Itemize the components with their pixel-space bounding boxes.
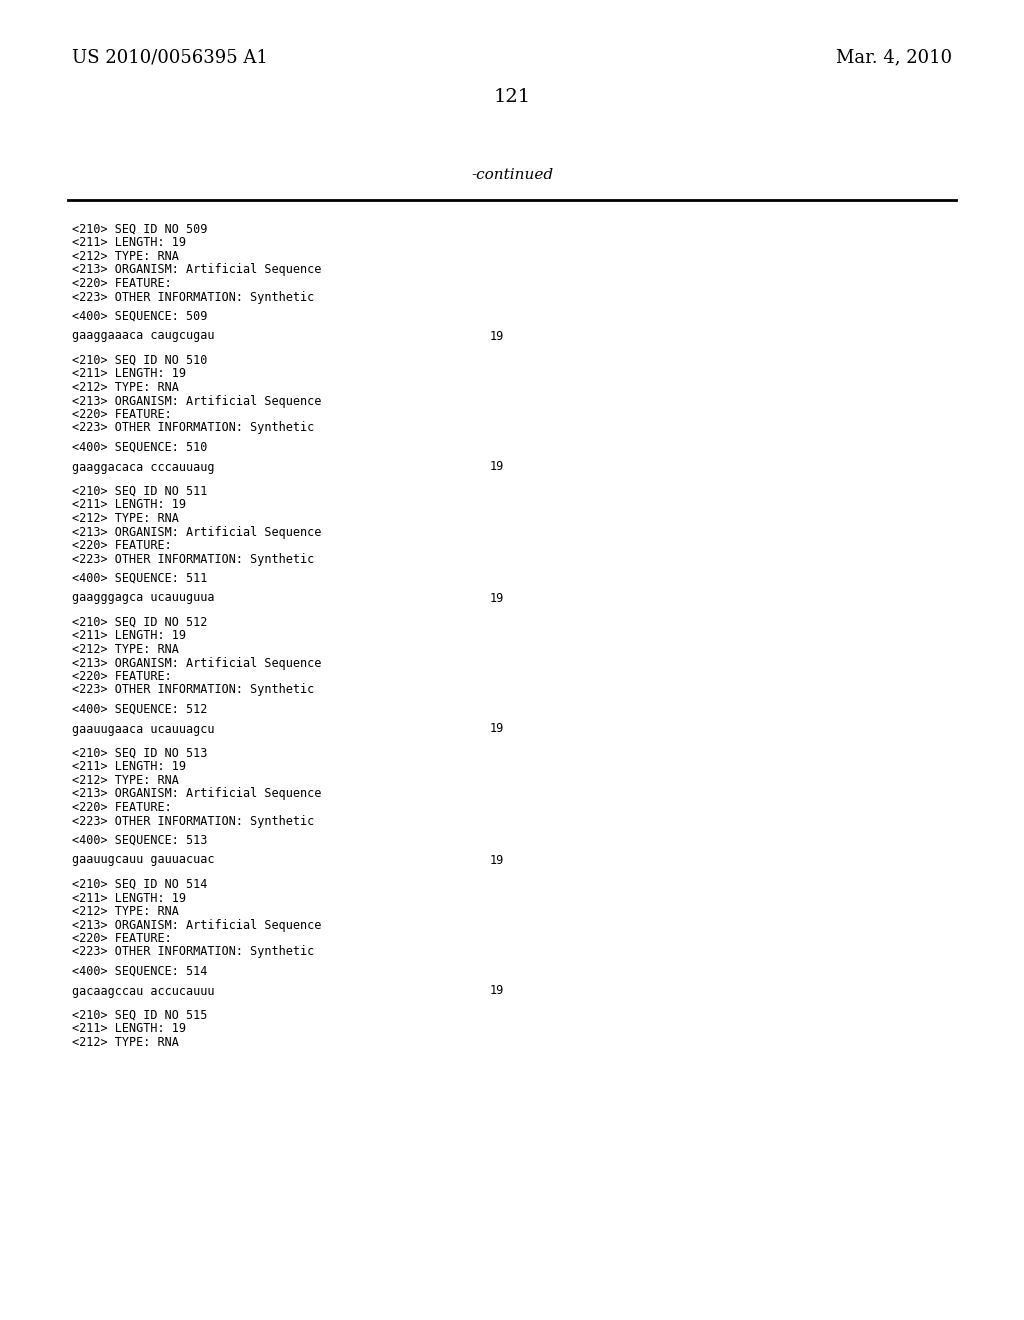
Text: US 2010/0056395 A1: US 2010/0056395 A1 (72, 48, 268, 66)
Text: Mar. 4, 2010: Mar. 4, 2010 (836, 48, 952, 66)
Text: 19: 19 (490, 591, 504, 605)
Text: <211> LENGTH: 19: <211> LENGTH: 19 (72, 630, 186, 643)
Text: <223> OTHER INFORMATION: Synthetic: <223> OTHER INFORMATION: Synthetic (72, 945, 314, 958)
Text: <400> SEQUENCE: 509: <400> SEQUENCE: 509 (72, 310, 208, 323)
Text: <220> FEATURE:: <220> FEATURE: (72, 801, 172, 814)
Text: <213> ORGANISM: Artificial Sequence: <213> ORGANISM: Artificial Sequence (72, 656, 322, 669)
Text: 121: 121 (494, 88, 530, 106)
Text: <210> SEQ ID NO 511: <210> SEQ ID NO 511 (72, 484, 208, 498)
Text: <220> FEATURE:: <220> FEATURE: (72, 277, 172, 290)
Text: <210> SEQ ID NO 509: <210> SEQ ID NO 509 (72, 223, 208, 236)
Text: <400> SEQUENCE: 510: <400> SEQUENCE: 510 (72, 441, 208, 454)
Text: <223> OTHER INFORMATION: Synthetic: <223> OTHER INFORMATION: Synthetic (72, 684, 314, 697)
Text: gaaggaaaca caugcugau: gaaggaaaca caugcugau (72, 330, 214, 342)
Text: <212> TYPE: RNA: <212> TYPE: RNA (72, 512, 179, 525)
Text: <213> ORGANISM: Artificial Sequence: <213> ORGANISM: Artificial Sequence (72, 525, 322, 539)
Text: <223> OTHER INFORMATION: Synthetic: <223> OTHER INFORMATION: Synthetic (72, 814, 314, 828)
Text: <211> LENGTH: 19: <211> LENGTH: 19 (72, 1023, 186, 1035)
Text: <211> LENGTH: 19: <211> LENGTH: 19 (72, 760, 186, 774)
Text: <210> SEQ ID NO 515: <210> SEQ ID NO 515 (72, 1008, 208, 1022)
Text: <213> ORGANISM: Artificial Sequence: <213> ORGANISM: Artificial Sequence (72, 395, 322, 408)
Text: gaauugcauu gauuacuac: gaauugcauu gauuacuac (72, 854, 214, 866)
Text: <400> SEQUENCE: 512: <400> SEQUENCE: 512 (72, 704, 208, 715)
Text: 19: 19 (490, 461, 504, 474)
Text: gacaagccau accucauuu: gacaagccau accucauuu (72, 985, 214, 998)
Text: 19: 19 (490, 985, 504, 998)
Text: gaauugaaca ucauuagcu: gaauugaaca ucauuagcu (72, 722, 214, 735)
Text: <212> TYPE: RNA: <212> TYPE: RNA (72, 643, 179, 656)
Text: <213> ORGANISM: Artificial Sequence: <213> ORGANISM: Artificial Sequence (72, 788, 322, 800)
Text: <400> SEQUENCE: 514: <400> SEQUENCE: 514 (72, 965, 208, 978)
Text: <210> SEQ ID NO 510: <210> SEQ ID NO 510 (72, 354, 208, 367)
Text: <212> TYPE: RNA: <212> TYPE: RNA (72, 381, 179, 393)
Text: <210> SEQ ID NO 514: <210> SEQ ID NO 514 (72, 878, 208, 891)
Text: <220> FEATURE:: <220> FEATURE: (72, 671, 172, 682)
Text: <212> TYPE: RNA: <212> TYPE: RNA (72, 1036, 179, 1049)
Text: <212> TYPE: RNA: <212> TYPE: RNA (72, 774, 179, 787)
Text: <212> TYPE: RNA: <212> TYPE: RNA (72, 906, 179, 917)
Text: <400> SEQUENCE: 513: <400> SEQUENCE: 513 (72, 834, 208, 847)
Text: <211> LENGTH: 19: <211> LENGTH: 19 (72, 891, 186, 904)
Text: gaaggacaca cccauuaug: gaaggacaca cccauuaug (72, 461, 214, 474)
Text: <223> OTHER INFORMATION: Synthetic: <223> OTHER INFORMATION: Synthetic (72, 290, 314, 304)
Text: <211> LENGTH: 19: <211> LENGTH: 19 (72, 367, 186, 380)
Text: gaagggagca ucauuguua: gaagggagca ucauuguua (72, 591, 214, 605)
Text: <210> SEQ ID NO 512: <210> SEQ ID NO 512 (72, 616, 208, 630)
Text: <211> LENGTH: 19: <211> LENGTH: 19 (72, 499, 186, 511)
Text: <213> ORGANISM: Artificial Sequence: <213> ORGANISM: Artificial Sequence (72, 919, 322, 932)
Text: <211> LENGTH: 19: <211> LENGTH: 19 (72, 236, 186, 249)
Text: 19: 19 (490, 330, 504, 342)
Text: 19: 19 (490, 854, 504, 866)
Text: 19: 19 (490, 722, 504, 735)
Text: <212> TYPE: RNA: <212> TYPE: RNA (72, 249, 179, 263)
Text: <213> ORGANISM: Artificial Sequence: <213> ORGANISM: Artificial Sequence (72, 264, 322, 276)
Text: <220> FEATURE:: <220> FEATURE: (72, 932, 172, 945)
Text: <223> OTHER INFORMATION: Synthetic: <223> OTHER INFORMATION: Synthetic (72, 553, 314, 565)
Text: <210> SEQ ID NO 513: <210> SEQ ID NO 513 (72, 747, 208, 760)
Text: -continued: -continued (471, 168, 553, 182)
Text: <223> OTHER INFORMATION: Synthetic: <223> OTHER INFORMATION: Synthetic (72, 421, 314, 434)
Text: <220> FEATURE:: <220> FEATURE: (72, 408, 172, 421)
Text: <400> SEQUENCE: 511: <400> SEQUENCE: 511 (72, 572, 208, 585)
Text: <220> FEATURE:: <220> FEATURE: (72, 539, 172, 552)
